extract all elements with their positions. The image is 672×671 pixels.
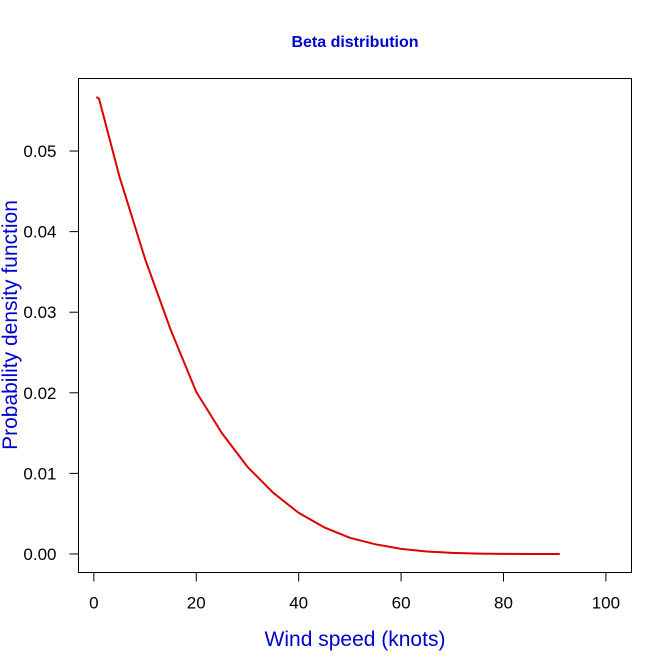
y-tick-label: 0.03 — [23, 303, 56, 322]
y-axis: 0.00 0.01 0.02 0.03 0.04 0.05 — [23, 142, 79, 564]
chart-title: Beta distribution — [291, 34, 418, 51]
x-axis: 0 20 40 60 80 100 — [89, 572, 620, 613]
x-axis-title: Wind speed (knots) — [265, 628, 446, 651]
x-tick-label: 40 — [289, 594, 308, 613]
x-tick-label: 0 — [89, 594, 98, 613]
y-tick-label: 0.04 — [23, 223, 56, 242]
y-tick-label: 0.01 — [23, 464, 56, 483]
y-tick-label: 0.05 — [23, 142, 56, 161]
y-tick-label: 0.00 — [23, 545, 56, 564]
series-line — [95, 96, 560, 555]
x-tick-label: 80 — [494, 594, 513, 613]
x-tick-label: 100 — [592, 594, 620, 613]
y-axis-title: Probability density function — [0, 200, 22, 450]
plot-frame — [78, 78, 632, 573]
x-tick-label: 60 — [392, 594, 411, 613]
y-tick-label: 0.02 — [23, 384, 56, 403]
x-tick-label: 20 — [187, 594, 206, 613]
series-layer — [95, 96, 560, 555]
